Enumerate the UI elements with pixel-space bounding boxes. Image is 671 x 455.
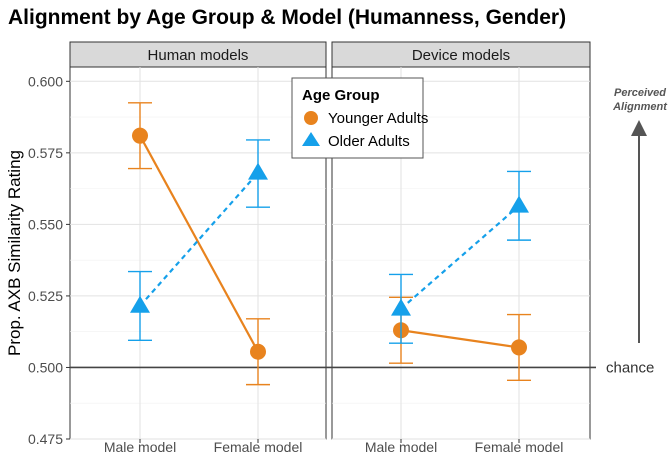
chance-label: chance (606, 359, 654, 376)
series-line (139, 172, 259, 307)
x-tick-label: Male model (365, 439, 437, 455)
strip-human (69, 41, 327, 68)
data-point (509, 195, 529, 213)
legend-label-younger: Younger Adults (328, 110, 428, 127)
y-tick-label: 0.500 (28, 359, 63, 375)
x-tick-label: Female model (214, 439, 303, 455)
legend-marker-younger (304, 111, 318, 125)
legend-title: Age Group (302, 87, 380, 104)
series-line (400, 204, 520, 310)
strip-label-human: Human models (148, 47, 249, 64)
chart-title: Alignment by Age Group & Model (Humannes… (8, 6, 566, 29)
data-point (511, 339, 527, 356)
panel-human (69, 66, 327, 440)
y-tick-label: 0.525 (28, 288, 63, 304)
perceived-alignment-annotation: Perceived Alignment (612, 87, 668, 343)
y-tick-label: 0.600 (28, 73, 63, 89)
legend-marker-older (302, 132, 320, 146)
legend: Age Group Younger Adults Older Adults (291, 77, 428, 159)
x-tick-label: Female model (475, 439, 564, 455)
y-axis-title: Prop. AXB Similarity Rating (5, 150, 24, 356)
data-point (248, 162, 268, 180)
data-point (130, 295, 150, 313)
data-point (250, 343, 266, 360)
x-tick-label: Male model (104, 439, 176, 455)
y-tick-label: 0.575 (28, 145, 63, 161)
y-tick-label: 0.550 (28, 216, 63, 232)
annotation-line-2: Alignment (612, 101, 668, 113)
data-point (391, 298, 411, 316)
y-tick-label: 0.475 (28, 431, 63, 447)
annotation-line-1: Perceived (614, 87, 666, 99)
data-point (132, 127, 148, 144)
legend-label-older: Older Adults (328, 133, 410, 150)
series-line (400, 329, 520, 349)
series-line (139, 135, 259, 353)
strip-device (331, 41, 591, 68)
strip-label-device: Device models (412, 47, 510, 64)
